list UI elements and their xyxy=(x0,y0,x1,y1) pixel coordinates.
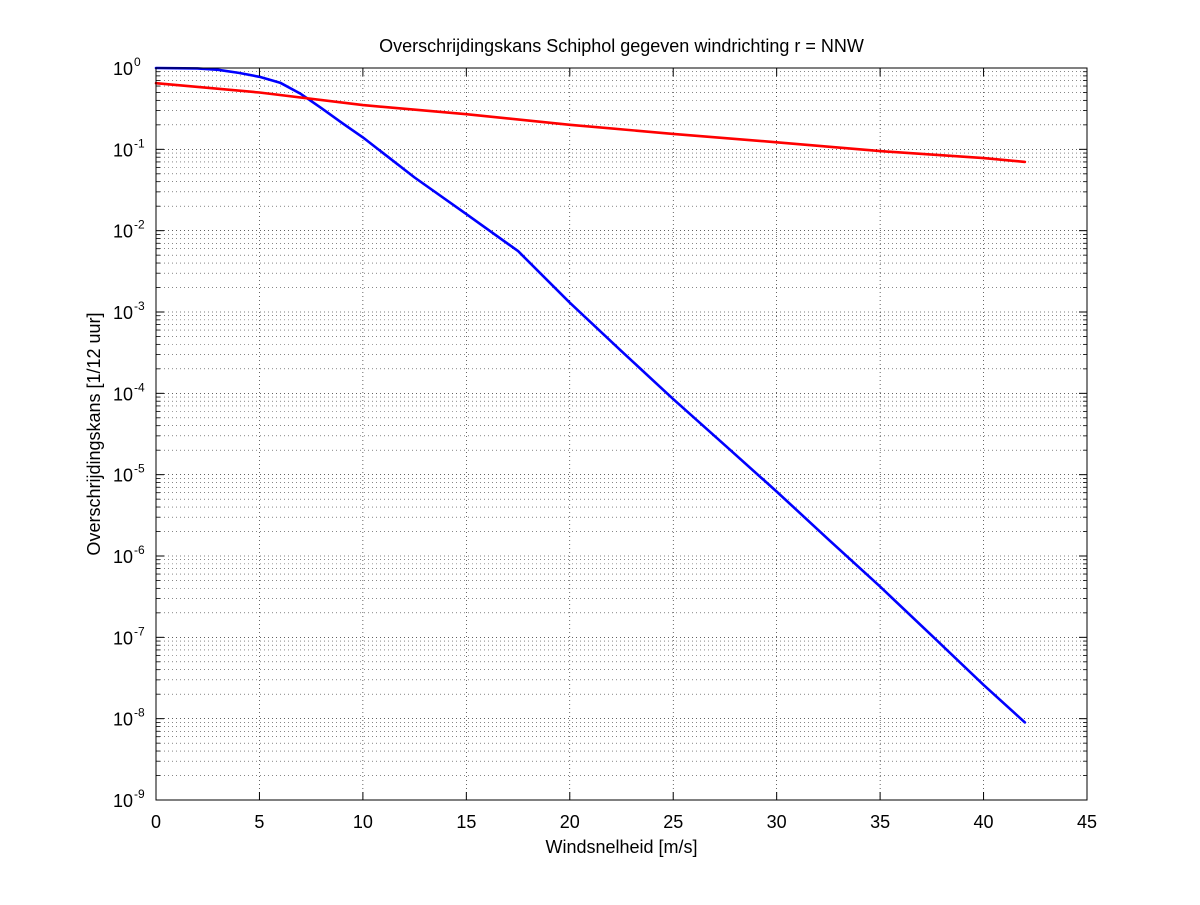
x-axis-label: Windsnelheid [m/s] xyxy=(545,837,697,857)
y-axis-label: Overschrijdingskans [1/12 uur] xyxy=(84,312,104,555)
y-tick-label: 10 xyxy=(113,384,133,404)
y-tick-exponent: -8 xyxy=(134,706,145,720)
y-tick-exponent: -6 xyxy=(134,543,145,557)
y-tick-exponent: -3 xyxy=(134,299,145,313)
x-tick-labels: 0 5 10 15 20 25 30 35 40 45 xyxy=(151,812,1097,832)
x-tick-label: 0 xyxy=(151,812,161,832)
y-tick-exponent: -1 xyxy=(134,136,145,150)
plot-area xyxy=(156,68,1087,800)
y-tick-exponent: -7 xyxy=(134,624,145,638)
x-tick-label: 30 xyxy=(767,812,787,832)
series-layer xyxy=(154,66,1027,724)
y-tick-exponent: 0 xyxy=(134,55,141,69)
y-tick-label: 10 xyxy=(113,140,133,160)
y-tick-label: 10 xyxy=(113,466,133,486)
y-tick-exponent: -4 xyxy=(134,380,145,394)
y-tick-label: 10 xyxy=(113,547,133,567)
x-tick-label: 10 xyxy=(353,812,373,832)
x-tick-label: 45 xyxy=(1077,812,1097,832)
series-line-red xyxy=(154,81,1027,164)
y-tick-label: 10 xyxy=(113,628,133,648)
y-tick-exponent: -9 xyxy=(134,787,145,801)
x-tick-label: 35 xyxy=(870,812,890,832)
x-tick-label: 20 xyxy=(560,812,580,832)
y-tick-label: 10 xyxy=(113,222,133,242)
y-tick-label: 10 xyxy=(113,303,133,323)
tick-marks xyxy=(155,67,1088,801)
plot-frame xyxy=(155,67,1088,801)
x-tick-label: 5 xyxy=(254,812,264,832)
x-tick-label: 25 xyxy=(663,812,683,832)
y-tick-exponent: -2 xyxy=(134,218,145,232)
y-tick-label: 10 xyxy=(113,59,133,79)
y-tick-label: 10 xyxy=(113,710,133,730)
series-line-blue xyxy=(154,66,1027,724)
y-tick-exponent: -5 xyxy=(134,462,145,476)
chart-title: Overschrijdingskans Schiphol gegeven win… xyxy=(379,36,864,56)
x-tick-label: 40 xyxy=(974,812,994,832)
y-tick-label: 10 xyxy=(113,791,133,811)
x-tick-label: 15 xyxy=(456,812,476,832)
